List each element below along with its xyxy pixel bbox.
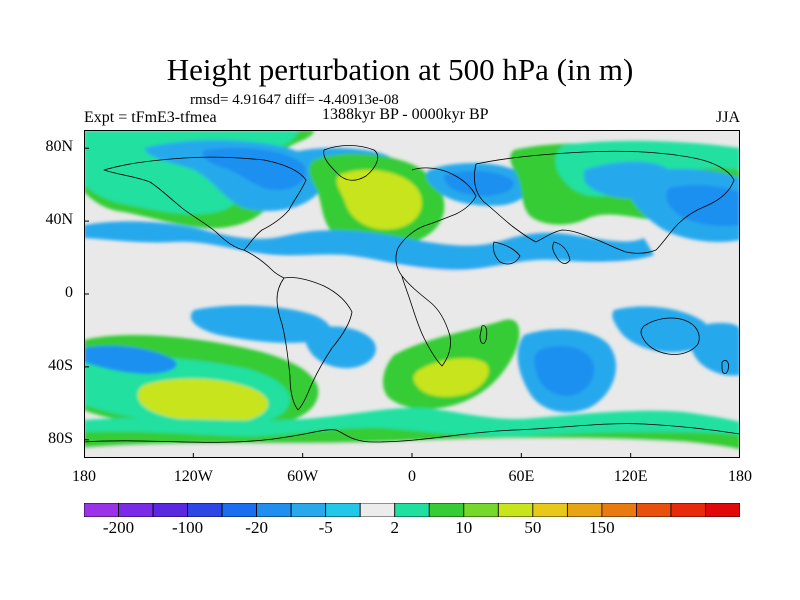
- coastline-new-zealand: [721, 360, 729, 374]
- lon-tick-label: 180: [728, 468, 752, 485]
- colorbar-label: -200: [102, 518, 135, 537]
- positive-ring-antarctic: [84, 407, 740, 438]
- colorbar-swatch: [290, 503, 327, 517]
- colorbar-swatch: [463, 503, 499, 517]
- neutral-region-antarctic-coast: [84, 438, 740, 458]
- colorbar-label: 50: [524, 518, 542, 537]
- coastline-greenland: [323, 145, 379, 181]
- lat-tick-label: 0: [65, 284, 73, 301]
- colorbar-swatch: [428, 503, 465, 517]
- positive-core-south-atlantic: [413, 358, 489, 397]
- colorbar-swatch: [256, 503, 292, 517]
- negative-region-australia: [612, 306, 710, 353]
- coastline-madagascar: [479, 325, 488, 344]
- negative-region-south-pacific-west: [84, 345, 177, 375]
- colorbar-label: 2: [390, 518, 399, 537]
- colorbar-swatch: [532, 503, 568, 517]
- colorbar-swatch: [84, 503, 119, 517]
- colorbar: [84, 503, 740, 517]
- coastline-arabia: [492, 241, 521, 265]
- lon-tick-label: 120W: [173, 468, 213, 485]
- positive-core-south-pacific: [137, 378, 269, 423]
- lat-tick-label: 80N: [45, 138, 73, 156]
- map-plot: [84, 130, 740, 458]
- stats-text: rmsd= 4.91647 diff= -4.40913e-08: [190, 92, 399, 108]
- season-label: JJA: [715, 109, 740, 126]
- colorbar-label: -20: [245, 518, 268, 537]
- negative-core-east-asia: [666, 185, 740, 227]
- coastline-north-america: [103, 156, 307, 251]
- coastline-south-america: [276, 277, 353, 411]
- experiment-label: Expt = tFmE3-tfmea: [84, 109, 217, 126]
- lat-tick-label: 80S: [48, 429, 73, 447]
- negative-region-south-america: [304, 326, 376, 369]
- colorbar-swatch: [221, 503, 258, 517]
- colorbar-swatch: [636, 503, 672, 517]
- colorbar-swatch: [325, 503, 361, 517]
- lon-tick-label: 180: [72, 468, 96, 485]
- colorbar-swatch: [394, 503, 430, 517]
- chart-title: Height perturbation at 500 hPa (in m): [166, 52, 634, 87]
- coastline-eurasia: [474, 150, 735, 254]
- colorbar-swatch: [359, 503, 396, 517]
- lat-tick-label: 40N: [45, 211, 73, 229]
- lon-tick-label: 120E: [613, 468, 648, 485]
- colorbar-swatch: [566, 503, 603, 517]
- colorbar-swatch: [670, 503, 706, 517]
- colorbar-label: -100: [171, 518, 204, 537]
- colorbar-label: -5: [318, 518, 333, 537]
- positive-core-north-atlantic: [336, 169, 422, 230]
- coastlines: [84, 145, 740, 443]
- lat-tick-label: 40S: [48, 356, 73, 374]
- lon-tick-label: 60W: [287, 468, 319, 485]
- colorbar-label: 150: [589, 518, 615, 537]
- negative-core-europe: [444, 170, 514, 196]
- neutral-band-equator: [84, 245, 740, 300]
- coastline-europe-africa: [395, 167, 477, 367]
- colorbar-swatch: [187, 503, 223, 517]
- colorbar-label: 10: [455, 518, 473, 537]
- negative-region-south-pacific-north: [190, 305, 331, 343]
- colorbar-swatch: [601, 503, 637, 517]
- period-label: 1388kyr BP - 0000kyr BP: [322, 106, 489, 123]
- colorbar-swatch: [152, 503, 188, 517]
- colorbar-swatch: [497, 503, 534, 517]
- coastline-antarctica: [84, 423, 740, 443]
- colorbar-swatch: [705, 503, 740, 517]
- coastline-central-america: [243, 249, 285, 279]
- negative-core-indian-ocean: [534, 345, 595, 397]
- negative-band-subtropics: [84, 221, 654, 271]
- lon-tick-label: 60E: [508, 468, 535, 485]
- negative-core-north-america: [202, 147, 306, 191]
- coastline-australia: [640, 317, 700, 355]
- coastline-india: [552, 241, 571, 264]
- lon-tick-label: 0: [408, 468, 416, 485]
- axis-ticks: [84, 147, 740, 458]
- colorbar-swatch: [118, 503, 154, 517]
